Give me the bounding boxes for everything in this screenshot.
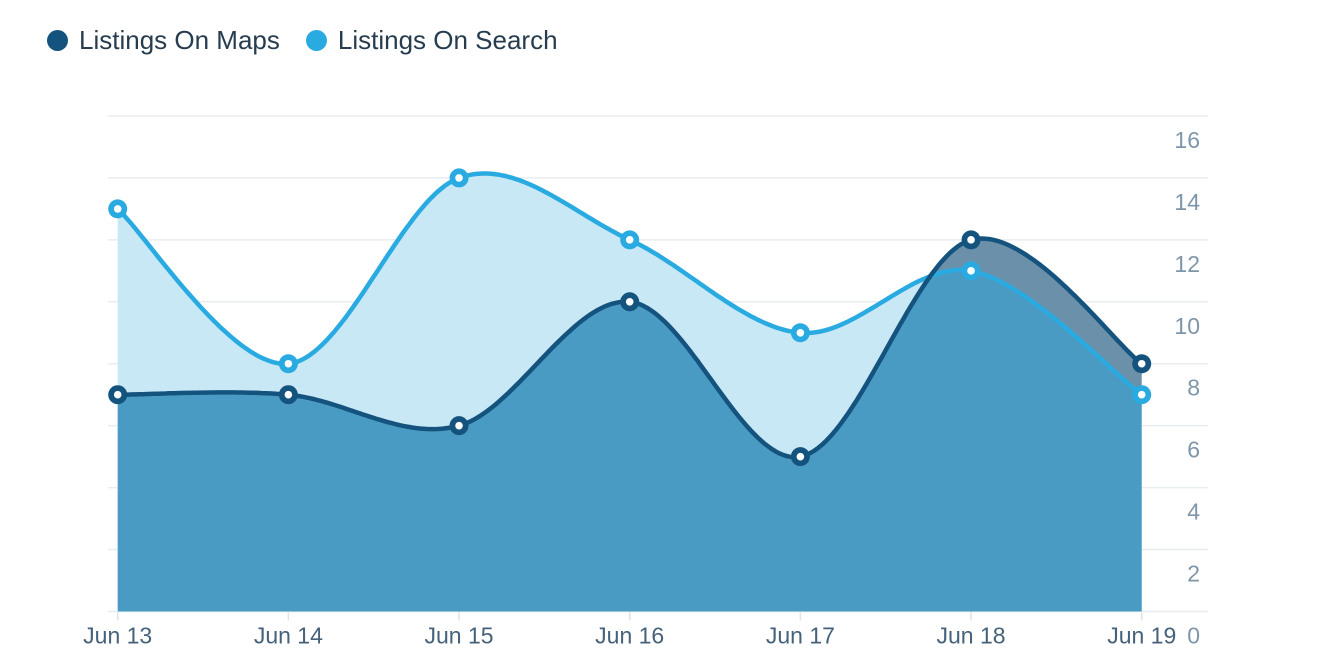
y-axis-label: 2 (1187, 561, 1200, 587)
data-point-marker-core (967, 267, 975, 275)
x-axis-label: Jun 13 (83, 623, 152, 649)
data-point-marker-core (625, 298, 634, 306)
data-point-marker-core (625, 236, 634, 244)
y-axis-label: 10 (1174, 313, 1200, 339)
data-point-marker-core (455, 174, 463, 182)
data-point-marker-core (967, 236, 975, 244)
y-axis-label: 14 (1174, 189, 1200, 215)
x-axis-label: Jun 19 (1107, 623, 1176, 649)
data-point-marker-core (284, 390, 293, 399)
x-axis-label: Jun 18 (937, 623, 1006, 649)
y-axis-label: 16 (1174, 127, 1200, 153)
y-axis-label: 4 (1187, 499, 1200, 525)
data-point-marker-core (1137, 390, 1146, 399)
data-point-marker-core (113, 390, 122, 399)
y-axis-label: 8 (1187, 375, 1200, 401)
data-point-marker-core (796, 328, 805, 337)
x-axis-label: Jun 15 (425, 623, 494, 649)
data-point-marker-core (113, 205, 122, 213)
x-axis-label: Jun 14 (254, 623, 323, 649)
y-axis-label: 0 (1187, 623, 1200, 649)
data-point-marker-core (455, 421, 463, 430)
maps-area-fill (117, 269, 1142, 612)
legend-item-listings-on-maps[interactable]: Listings On Maps (47, 24, 280, 56)
series-dot-icon (47, 29, 68, 51)
data-point-marker-core (1137, 359, 1146, 368)
legend-label-maps: Listings On Maps (79, 25, 280, 55)
x-axis-label: Jun 17 (766, 623, 835, 649)
y-axis-label: 6 (1187, 437, 1200, 463)
x-axis-label: Jun 16 (595, 623, 664, 649)
data-point-marker-core (796, 452, 805, 461)
series-dot-icon (305, 29, 327, 51)
legend-item-listings-on-search[interactable]: Listings On Search (305, 24, 558, 56)
legend-label-search: Listings On Search (337, 25, 558, 55)
data-point-marker-core (284, 359, 293, 368)
chart-legend: Listings On Maps Listings On Search (47, 24, 558, 56)
y-axis-label: 12 (1174, 251, 1200, 277)
